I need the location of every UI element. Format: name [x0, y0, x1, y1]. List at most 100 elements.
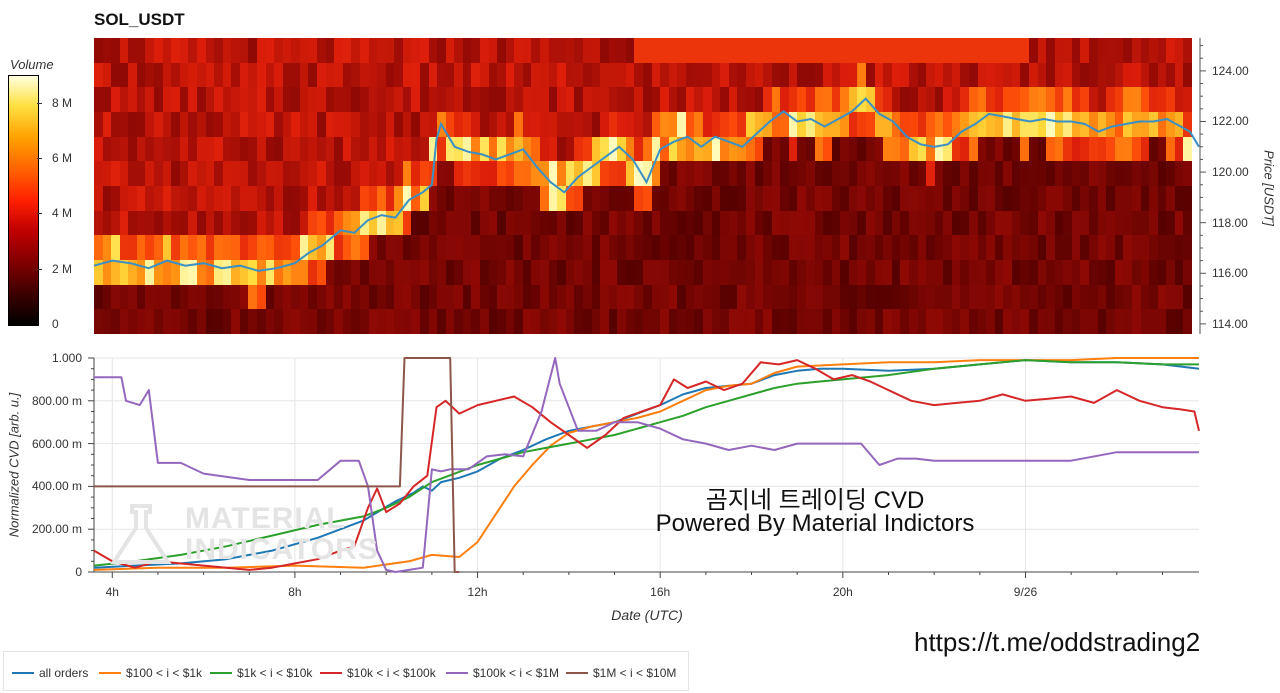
heatmap-cell	[1080, 136, 1090, 162]
heatmap-cell	[480, 112, 490, 138]
heatmap-cell	[1037, 309, 1047, 334]
heatmap-cell	[608, 62, 618, 88]
heatmap-cell	[986, 62, 996, 88]
heatmap-cell	[437, 186, 447, 212]
heatmap-cell	[848, 112, 859, 138]
heatmap-cell	[325, 62, 335, 88]
heatmap-cell	[308, 235, 318, 261]
heatmap-cell	[248, 284, 258, 310]
heatmap-cell	[334, 87, 344, 113]
heatmap-cell	[394, 186, 404, 212]
heatmap-cell	[728, 235, 738, 261]
heatmap-cell	[634, 161, 644, 187]
heatmap-cell	[291, 38, 301, 64]
heatmap-cell	[883, 210, 893, 236]
chart-title: SOL_USDT	[94, 10, 185, 29]
heatmap-cell	[634, 260, 644, 286]
heatmap-cell	[368, 309, 378, 334]
heatmap-cell	[171, 38, 181, 64]
heatmap-cell	[1054, 210, 1064, 236]
cvd-line-chart[interactable]	[0, 0, 1280, 600]
heatmap-cell	[840, 62, 850, 88]
heatmap-cell	[102, 112, 112, 138]
heatmap-cell	[548, 62, 558, 88]
heatmap-cell	[608, 284, 618, 310]
heatmap-cell	[805, 136, 816, 162]
heatmap-cell	[462, 260, 473, 286]
heatmap-cell	[926, 161, 936, 187]
heatmap-cell	[823, 235, 833, 261]
heatmap-cell	[394, 260, 404, 286]
orderbook-heatmap[interactable]	[94, 38, 1192, 334]
heatmap-cell	[548, 38, 558, 64]
legend-label: $100k < i < $1M	[473, 665, 560, 680]
heatmap-cell	[908, 235, 919, 261]
price-tick-label: 116.00	[1212, 266, 1248, 281]
heatmap-cell	[471, 136, 481, 162]
heatmap-cell	[625, 136, 636, 162]
heatmap-cell	[205, 87, 215, 113]
heatmap-cell	[522, 62, 533, 88]
heatmap-cell	[771, 38, 781, 64]
heatmap-cell	[823, 260, 833, 286]
heatmap-cell	[977, 38, 987, 64]
cvd-y-tick-label: 800.00 m	[31, 393, 82, 408]
telegram-link[interactable]: https://t.me/oddstrading2	[914, 627, 1201, 657]
heatmap-cell	[1166, 38, 1176, 64]
heatmap-cell	[462, 38, 473, 64]
heatmap-cell	[763, 260, 773, 286]
heatmap-cell	[1174, 210, 1185, 236]
heatmap-cell	[377, 38, 387, 64]
heatmap-cell	[171, 309, 181, 334]
heatmap-cell	[677, 186, 687, 212]
heatmap-cell	[265, 62, 275, 88]
legend-label: $1M < i < $10M	[593, 665, 677, 680]
heatmap-cell	[926, 309, 936, 334]
heatmap-cell	[480, 161, 490, 187]
heatmap-cell	[188, 309, 198, 334]
heatmap-cell	[454, 309, 464, 334]
heatmap-cell	[1097, 260, 1107, 286]
heatmap-cell	[428, 62, 438, 88]
heatmap-cell	[643, 62, 653, 88]
heatmap-cell	[1131, 38, 1142, 64]
heatmap-cell	[1097, 112, 1107, 138]
heatmap-cell	[102, 235, 112, 261]
heatmap-cell	[1123, 284, 1133, 310]
heatmap-cell	[119, 186, 129, 212]
heatmap-cell	[771, 87, 781, 113]
heatmap-cell	[179, 260, 189, 286]
heatmap-cell	[1029, 284, 1039, 310]
heatmap-cell	[188, 87, 198, 113]
heatmap-cell	[119, 284, 129, 310]
heatmap-cell	[625, 62, 636, 88]
heatmap-cell	[248, 136, 258, 162]
heatmap-cell	[883, 235, 893, 261]
heatmap-cell	[651, 136, 661, 162]
heatmap-cell	[1131, 284, 1142, 310]
heatmap-cell	[419, 87, 430, 113]
heatmap-cell	[643, 38, 653, 64]
heatmap-cell	[1037, 260, 1047, 286]
heatmap-cell	[265, 284, 275, 310]
heatmap-cell	[960, 161, 970, 187]
heatmap-cell	[634, 136, 644, 162]
legend-item: $1M < i < $10M	[566, 665, 677, 680]
heatmap-cell	[634, 112, 644, 138]
heatmap-cell	[565, 210, 575, 236]
heatmap-cell	[1037, 235, 1047, 261]
heatmap-cell	[994, 235, 1004, 261]
heatmap-cell	[171, 112, 181, 138]
watermark-line1: MATERIAL	[185, 502, 346, 535]
heatmap-cell	[1106, 210, 1116, 236]
heatmap-cell	[1097, 309, 1107, 334]
heatmap-cell	[968, 210, 979, 236]
heatmap-cell	[780, 235, 790, 261]
heatmap-cell	[111, 112, 121, 138]
heatmap-cell	[522, 235, 533, 261]
heatmap-cell	[891, 186, 901, 212]
heatmap-cell	[986, 136, 996, 162]
heatmap-cell	[471, 186, 481, 212]
heatmap-cell	[1106, 62, 1116, 88]
heatmap-cell	[222, 210, 232, 236]
